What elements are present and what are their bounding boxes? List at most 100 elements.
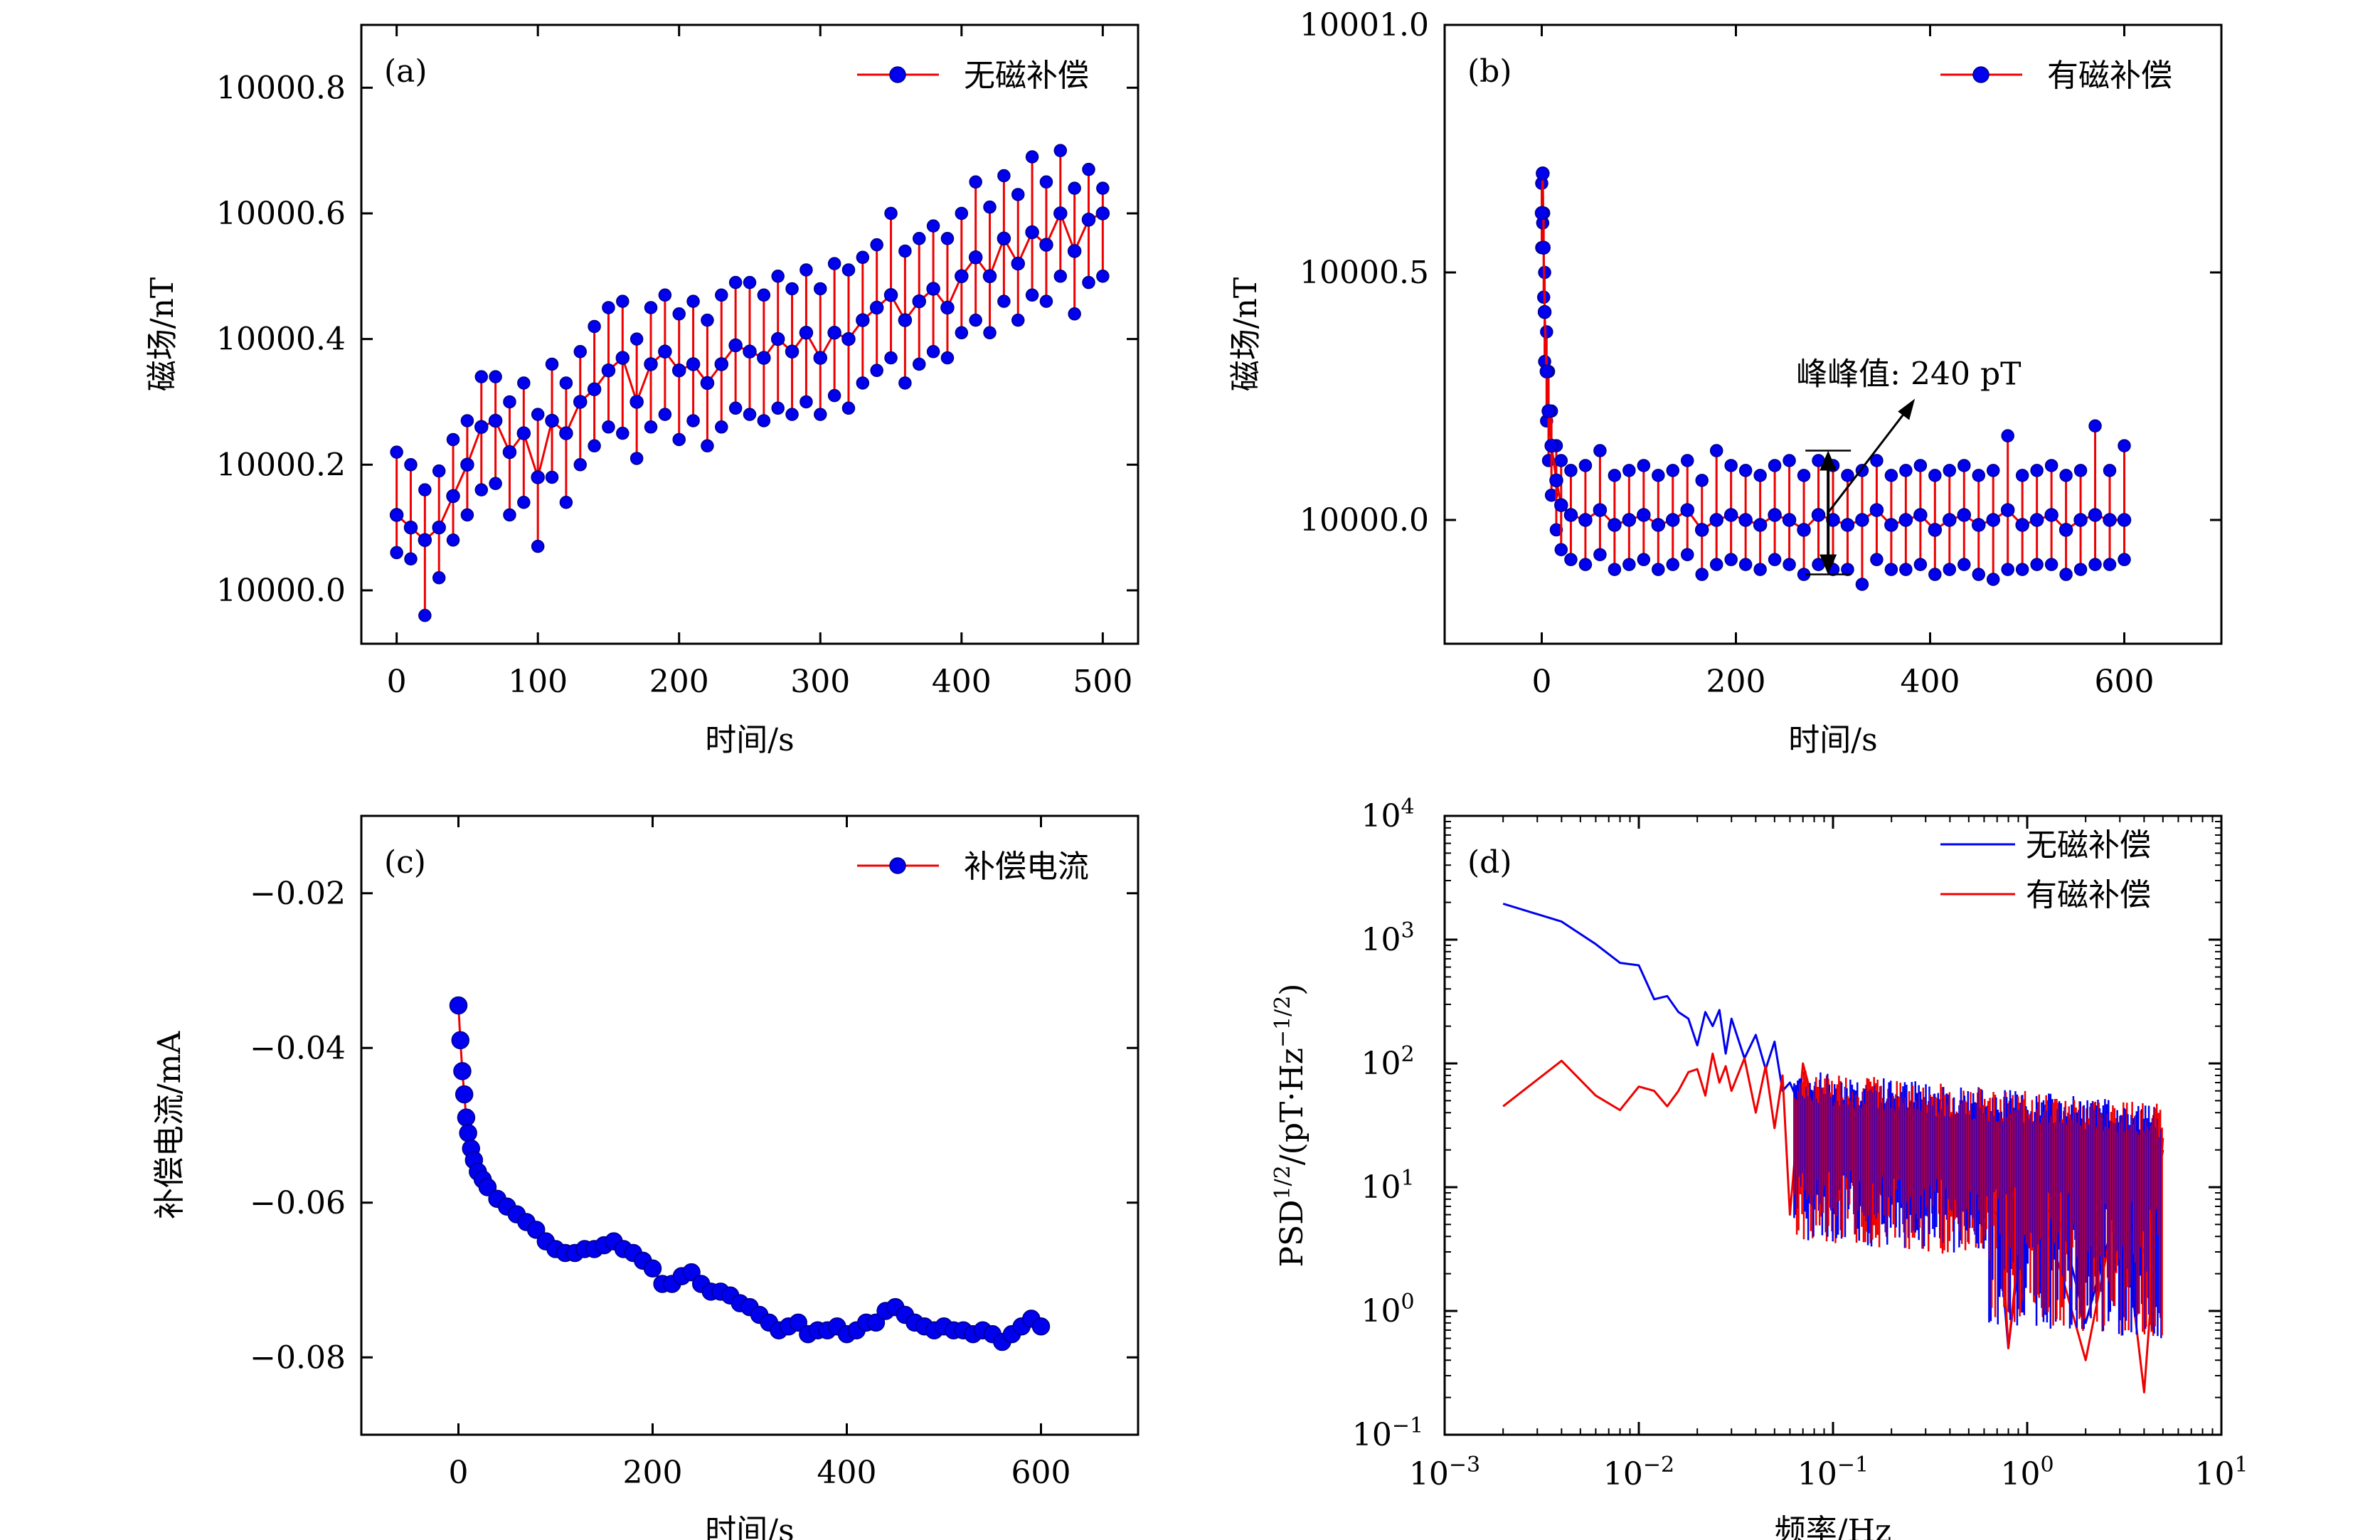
data-point-max — [814, 282, 827, 296]
data-point-min — [1549, 523, 1563, 537]
x-axis-label: 时间/s — [1788, 722, 1877, 758]
panel-a: 0 100 200 300 400 500 10000.0 10000.2 10000.4 100… — [144, 23, 1139, 758]
y-tick-label: 10000.5 — [1300, 255, 1429, 291]
legend-label: 有磁补偿 — [2026, 877, 2151, 913]
data-point-min — [418, 609, 432, 622]
data-point-min — [1053, 270, 1068, 283]
data-point-max — [728, 275, 743, 290]
data-point — [898, 313, 913, 327]
y-tick-base: 10 — [1361, 1293, 1401, 1329]
data-point-min — [1884, 563, 1898, 576]
y-tick-base: 10 — [1361, 922, 1401, 958]
data-point — [432, 520, 446, 535]
y-tick-exponent: 2 — [1401, 1042, 1414, 1067]
data-point — [1534, 206, 1549, 221]
data-point-max — [1608, 469, 1622, 482]
data-point-min — [1913, 558, 1928, 571]
data-point — [686, 357, 701, 371]
legend-label: 补偿电流 — [964, 849, 1089, 885]
data-point-max — [658, 288, 672, 302]
data-point — [799, 326, 814, 340]
data-point — [1578, 513, 1593, 527]
data-point-max — [1738, 464, 1753, 477]
data-point-min — [1855, 578, 1869, 591]
data-point — [587, 382, 602, 397]
data-point-max — [517, 376, 531, 390]
data-point-max — [2044, 459, 2058, 472]
data-point — [601, 363, 616, 378]
data-point-max — [531, 408, 545, 421]
data-point-min — [629, 452, 644, 465]
data-point — [940, 300, 955, 315]
data-point-min — [390, 546, 403, 560]
data-point — [955, 269, 969, 284]
x-tick-exponent: 1 — [2234, 1453, 2248, 1477]
panel-c: 0 200 400 600 −0.02 −0.04 −0.06 −0.08 时间/s 补偿电流/m… — [152, 814, 1139, 1540]
data-point-max — [1637, 459, 1651, 472]
data-point-min — [573, 458, 587, 472]
data-point — [1723, 508, 1738, 522]
data-point-min — [616, 426, 629, 440]
data-point-min — [1564, 553, 1578, 566]
data-point-max — [545, 357, 559, 371]
data-point-min — [432, 571, 446, 585]
data-point-max — [1025, 150, 1039, 164]
legend-label: 无磁补偿 — [2026, 827, 2151, 864]
data-point — [856, 313, 870, 327]
data-point — [1608, 518, 1622, 532]
x-axis-label: 时间/s — [705, 1513, 794, 1540]
data-point — [1637, 508, 1651, 522]
data-point-min — [672, 432, 686, 447]
data-point-max — [884, 206, 898, 221]
data-point-min — [841, 401, 856, 415]
data-point — [2088, 508, 2103, 522]
data-point — [1039, 238, 1053, 252]
y-tick-exponent: −1 — [1392, 1413, 1423, 1438]
data-point — [1541, 404, 1556, 418]
data-point — [743, 344, 757, 359]
data-point — [997, 231, 1011, 246]
data-point — [789, 1313, 807, 1332]
data-point-max — [785, 282, 799, 296]
data-point — [1943, 513, 1957, 527]
data-point-min — [827, 388, 841, 403]
data-point-max — [870, 238, 883, 252]
data-point-max — [1797, 469, 1811, 482]
data-point — [1884, 518, 1898, 532]
data-point — [1081, 213, 1096, 227]
x-tick-exponent: −3 — [1449, 1453, 1480, 1477]
y-tick-label: 102 — [1361, 1042, 1414, 1082]
data-point — [1554, 498, 1568, 512]
data-point-min — [757, 414, 771, 428]
data-point — [1536, 240, 1551, 255]
data-point-max — [2030, 464, 2044, 477]
data-point-min — [404, 552, 418, 566]
data-point-max — [841, 263, 856, 277]
data-point — [827, 326, 841, 340]
data-point — [474, 420, 489, 435]
data-point-min — [686, 414, 700, 428]
data-point-max — [1540, 325, 1553, 339]
y-tick-label: 10000.2 — [216, 447, 346, 483]
y-axis-label-part: /(pT·Hz — [1274, 1048, 1310, 1165]
data-point-min — [474, 483, 489, 496]
data-point-min — [588, 439, 601, 453]
x-tick-exponent: −1 — [1837, 1453, 1869, 1477]
data-point — [700, 376, 715, 391]
y-tick-base: 10 — [1361, 798, 1401, 834]
data-point-min — [1943, 563, 1957, 576]
x-tick-label: 200 — [1706, 664, 1766, 700]
legend-marker — [889, 857, 906, 874]
y-axis-label-sup: 1/2 — [1270, 1165, 1295, 1199]
data-point — [728, 338, 743, 353]
y-tick-exponent: 0 — [1401, 1290, 1414, 1315]
data-point-max — [588, 319, 601, 334]
data-point-max — [1724, 459, 1738, 472]
data-point-max — [898, 244, 912, 258]
data-point — [658, 344, 672, 359]
data-point-max — [559, 376, 573, 390]
x-tick-label: 400 — [932, 664, 992, 700]
x-tick-label: 10−3 — [1409, 1453, 1480, 1492]
data-point — [488, 413, 503, 428]
